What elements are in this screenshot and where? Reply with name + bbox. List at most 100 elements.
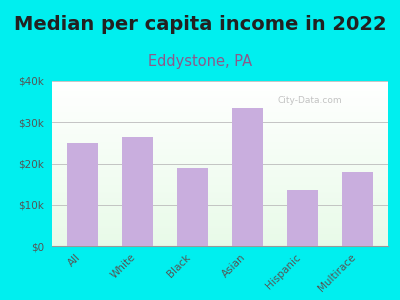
Bar [52,172,388,173]
Bar [52,233,388,235]
Bar [52,196,388,198]
Bar [52,106,388,107]
Bar [52,127,388,129]
Bar [52,198,388,200]
Bar [52,218,388,220]
Bar [52,84,388,86]
Bar [52,203,388,205]
Bar [52,230,388,231]
Bar [52,112,388,114]
Bar [52,226,388,228]
Bar [67,143,98,246]
Bar [52,139,388,140]
Bar [52,134,388,135]
Bar [342,172,373,246]
Bar [52,211,388,213]
Bar [52,96,388,98]
Bar [52,145,388,147]
Bar [52,191,388,193]
Bar [52,124,388,125]
Bar [52,130,388,132]
Bar [52,187,388,188]
Bar [52,137,388,139]
Bar [52,188,388,190]
Bar [52,185,388,187]
Text: Median per capita income in 2022: Median per capita income in 2022 [14,15,386,34]
Bar [52,213,388,215]
Bar [52,158,388,160]
Bar [52,183,388,185]
Bar [52,221,388,223]
Bar [52,154,388,155]
Bar [52,215,388,216]
Bar [52,91,388,92]
Bar [52,228,388,230]
Bar [52,147,388,148]
Bar [52,223,388,224]
Bar [52,129,388,130]
Bar [52,236,388,238]
Bar [52,173,388,175]
Bar [288,190,318,246]
Bar [52,92,388,94]
Bar [52,142,388,144]
Bar [52,182,388,183]
Bar [52,177,388,178]
Bar [52,160,388,162]
Bar [52,180,388,182]
Bar [52,238,388,239]
Bar [52,98,388,99]
Bar [52,101,388,102]
Bar [52,132,388,134]
Text: Eddystone, PA: Eddystone, PA [148,54,252,69]
Bar [52,117,388,119]
Bar [52,235,388,236]
Bar [52,202,388,203]
Bar [52,205,388,206]
Bar [52,109,388,111]
Bar [122,137,152,246]
Bar [52,121,388,122]
Bar [52,164,388,165]
Bar [52,82,388,84]
Bar [52,119,388,121]
Bar [52,170,388,172]
Bar [52,102,388,104]
Bar [52,144,388,145]
Bar [52,206,388,208]
Bar [52,152,388,154]
Bar [52,167,388,168]
Bar [52,190,388,191]
Bar [52,195,388,196]
Bar [52,162,388,164]
Bar [52,231,388,233]
Bar [52,140,388,142]
Bar [52,216,388,218]
Bar [52,241,388,243]
Bar [232,108,263,246]
Bar [52,125,388,127]
Bar [52,122,388,124]
Bar [52,88,388,89]
Bar [52,107,388,109]
Bar [52,114,388,116]
Bar [52,104,388,106]
Bar [52,178,388,180]
Bar [52,99,388,101]
Bar [52,175,388,177]
Bar [52,81,388,82]
Bar [52,157,388,158]
Bar [52,155,388,157]
Bar [52,200,388,202]
Bar [52,208,388,210]
Bar [52,111,388,112]
Bar [52,150,388,152]
Bar [52,94,388,96]
Bar [52,244,388,246]
Bar [52,86,388,88]
Bar [52,165,388,167]
Bar [52,220,388,221]
Bar [52,135,388,137]
Bar [52,243,388,244]
Bar [52,168,388,170]
